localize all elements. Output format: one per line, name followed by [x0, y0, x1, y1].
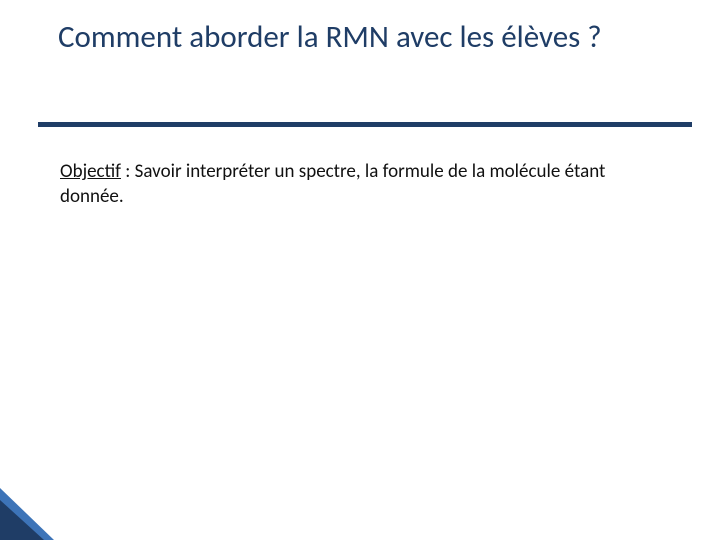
objective-text: : Savoir interpréter un spectre, la form… — [60, 160, 605, 208]
slide: Comment aborder la RMN avec les élèves ?… — [0, 0, 720, 540]
title-container: Comment aborder la RMN avec les élèves ? — [58, 18, 676, 57]
title-underline-rule — [38, 122, 692, 127]
body-container: Objectif : Savoir interpréter un spectre… — [60, 160, 660, 209]
objective-label: Objectif — [60, 160, 121, 183]
body-text: Objectif : Savoir interpréter un spectre… — [60, 160, 660, 209]
slide-title: Comment aborder la RMN avec les élèves ? — [58, 18, 676, 57]
corner-accent-icon — [0, 482, 64, 540]
